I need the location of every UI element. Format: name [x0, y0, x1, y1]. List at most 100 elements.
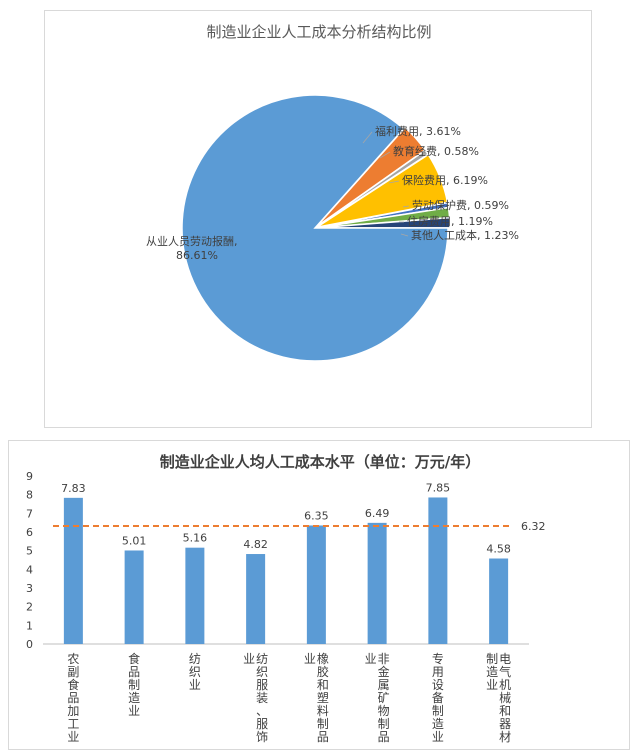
category-label-3-char: 、: [256, 704, 268, 718]
category-label-1-char: 制: [128, 678, 140, 692]
bar-5: [367, 522, 387, 644]
bar-chart-title: 制造业企业人均人工成本水平（单位：万元/年）: [160, 453, 480, 471]
category-label-4-char: 料: [317, 704, 329, 718]
category-label-4-char: 和: [317, 678, 329, 692]
category-label-7-char: 械: [499, 690, 511, 705]
category-label-7-char: 器: [499, 717, 511, 731]
bar-value-label-4: 6.35: [304, 509, 329, 522]
pie-label-5: 住房费用, 1.19%: [407, 214, 493, 228]
category-label-7-char: 业: [486, 678, 498, 692]
pie-slice-0: [181, 94, 449, 362]
pie-label-0: 从业人员劳动报酬,: [146, 234, 238, 248]
pie-slice-6: [316, 216, 451, 229]
y-tick-label: 9: [26, 470, 33, 483]
bar-1: [124, 550, 144, 644]
category-label-7-char: 机: [499, 678, 511, 692]
category-label-6-char: 业: [432, 730, 444, 744]
category-label-7-char: 和: [499, 704, 511, 718]
category-label-2-char: 织: [189, 665, 201, 679]
category-label-4-char: 品: [317, 730, 329, 744]
bar-3: [246, 554, 266, 644]
category-label-0-char: 食: [67, 677, 79, 692]
category-label-2-char: 纺: [189, 652, 201, 666]
bar-6: [428, 497, 448, 644]
category-label-5-char: 品: [378, 730, 390, 744]
category-label-5-char: 制: [378, 717, 390, 731]
category-label-3-char: 饰: [256, 730, 268, 744]
category-label-0-char: 农: [67, 652, 79, 666]
category-label-7-char: 制: [486, 652, 498, 666]
category-label-6-char: 设: [432, 678, 444, 692]
average-value-label: 6.32: [521, 520, 546, 533]
category-label-6-char: 制: [432, 704, 444, 718]
bar-value-label-7: 4.58: [486, 543, 511, 556]
category-label-0-char: 工: [67, 717, 79, 731]
category-label-1-char: 品: [128, 665, 140, 679]
category-label-1-char: 食: [128, 651, 140, 666]
y-tick-label: 7: [26, 507, 33, 520]
pie-label-3: 保险费用, 6.19%: [402, 173, 488, 187]
bar-value-label-6: 7.85: [426, 481, 451, 494]
pie-chart-panel: 制造业企业人工成本分析结构比例 从业人员劳动报酬, 86.61% 福利费用, 3.6…: [44, 10, 592, 428]
bar-7: [489, 558, 509, 644]
pie-leader-line-1: [362, 131, 373, 144]
category-label-7-char: 材: [499, 730, 511, 744]
pie-leader-line-3: [388, 180, 400, 184]
y-tick-label: 5: [26, 545, 33, 558]
category-label-3-char: 业: [243, 652, 255, 666]
category-label-6-char: 用: [432, 665, 444, 679]
pie-chart: 制造业企业人工成本分析结构比例 从业人员劳动报酬,86.61% 福利费用, 3.6…: [146, 23, 519, 362]
category-label-3-char: 织: [256, 665, 268, 679]
category-label-5-char: 业: [365, 652, 377, 666]
bar-value-label-5: 6.49: [365, 507, 390, 520]
category-label-7-char: 造: [486, 665, 498, 679]
category-label-0-char: 业: [67, 730, 79, 744]
category-label-4-char: 制: [317, 717, 329, 731]
category-label-3-char: 纺: [256, 652, 268, 666]
bar-value-label-0: 7.83: [61, 482, 86, 495]
bar-0: [63, 497, 83, 644]
pie-label-1: 福利费用, 3.61%: [375, 124, 461, 138]
category-label-5-char: 矿: [378, 691, 390, 705]
category-label-7-char: 电: [499, 652, 511, 666]
pie-leader-line-4: [402, 205, 410, 208]
pie-label-4: 劳动保护费, 0.59%: [412, 198, 509, 212]
category-label-4-char: 塑: [317, 690, 329, 705]
category-label-5-char: 物: [378, 704, 390, 718]
category-label-3-char: 服: [256, 678, 268, 692]
y-tick-label: 6: [26, 526, 33, 539]
pie-label-0-value: 86.61%: [176, 249, 218, 262]
y-tick-label: 1: [26, 619, 33, 632]
bar-2: [185, 547, 205, 644]
bar-value-label-2: 5.16: [183, 532, 208, 545]
category-label-4-char: 橡: [317, 652, 329, 666]
bar-4: [306, 525, 326, 644]
y-tick-label: 0: [26, 638, 33, 651]
pie-label-6: 其他人工成本, 1.23%: [411, 228, 519, 242]
category-label-0-char: 品: [67, 691, 79, 705]
category-label-5-char: 非: [378, 652, 390, 666]
category-label-6-char: 专: [432, 651, 444, 666]
y-tick-label: 3: [26, 582, 33, 595]
pie-chart-title: 制造业企业人工成本分析结构比例: [206, 23, 431, 41]
category-label-6-char: 备: [432, 691, 444, 705]
category-label-5-char: 金: [378, 664, 390, 679]
bar-value-label-1: 5.01: [122, 534, 147, 547]
pie-leader-line-6: [400, 233, 409, 237]
y-tick-label: 4: [26, 563, 33, 576]
category-label-2-char: 业: [189, 678, 201, 692]
pie-label-2: 教育经费, 0.58%: [393, 144, 479, 158]
category-label-4-char: 业: [304, 652, 316, 666]
category-label-3-char: 装: [256, 691, 268, 705]
bar-chart-panel: 制造业企业人均人工成本水平（单位：万元/年） 0 1 2 3 4 5 6 7 8 9 7.83 5.…: [8, 440, 630, 750]
category-label-3-char: 服: [256, 717, 268, 731]
category-label-6-char: 造: [432, 717, 444, 731]
pie-leader-line-2: [379, 151, 391, 159]
bar-value-label-3: 4.82: [243, 538, 268, 551]
y-tick-label: 2: [26, 601, 33, 614]
category-label-5-char: 属: [378, 678, 390, 692]
category-label-1-char: 业: [128, 704, 140, 718]
category-label-0-char: 加: [67, 704, 79, 718]
category-label-7-char: 气: [499, 664, 511, 679]
category-label-1-char: 造: [128, 691, 140, 705]
